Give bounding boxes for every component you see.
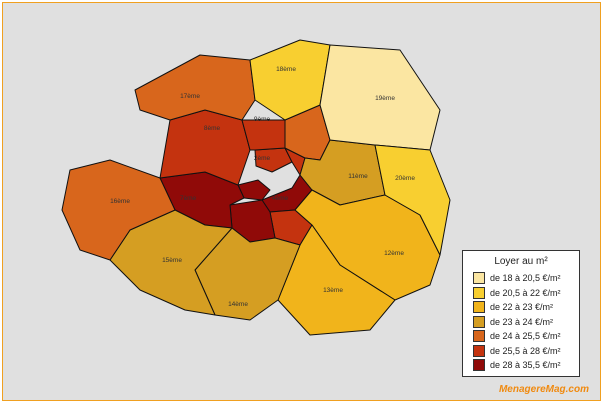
arrondissement-label: 16ème [110,198,130,205]
arrondissement-label: 13ème [323,287,343,294]
legend-title: Loyer au m² [494,256,548,267]
arrondissement-label: 17ème [180,93,200,100]
legend-swatch [473,272,485,285]
arrondissement-label: 11ème [348,173,368,180]
legend-label: de 28 à 35,5 €/m² [490,360,561,371]
legend-swatch [473,315,485,328]
legend-item: de 22 à 23 €/m² [463,300,579,315]
arrondissement-label: 14ème [228,301,248,308]
legend-swatch [473,359,485,372]
legend-item: de 25,5 à 28 €/m² [463,344,579,359]
arrondissement-label: 20ème [395,175,415,182]
legend-swatch [473,301,485,314]
legend-item: de 23 à 24 €/m² [463,315,579,330]
arrondissement-label: 9ème [254,116,271,123]
arrondissement-label: 4ème [272,195,289,202]
arrondissement-13 [277,224,396,336]
arrondissement-15 [109,209,233,316]
arrondissement-label: 18ème [276,66,296,73]
arrondissement-17 [134,54,256,121]
legend-swatch [473,286,485,299]
legend-item: de 28 à 35,5 €/m² [463,358,579,373]
arrondissement-label: 8ème [204,125,221,132]
legend-label: de 20,5 à 22 €/m² [490,287,561,298]
arrondissement-20 [374,144,451,256]
legend-label: de 25,5 à 28 €/m² [490,345,561,356]
legend-item: de 20,5 à 22 €/m² [463,286,579,301]
district-layer [61,39,451,336]
label-layer: 2ème 4ème 7ème 8ème 9ème 11ème 12ème 13ème 14ème… [110,66,415,308]
legend-items: de 18 à 20,5 €/m² de 20,5 à 22 €/m² de 22 … [463,271,579,373]
arrondissement-16 [61,159,176,261]
legend-label: de 23 à 24 €/m² [490,316,554,327]
legend-label: de 24 à 25,5 €/m² [490,331,561,342]
arrondissement-12 [294,189,441,301]
legend-swatch [473,330,485,343]
arrondissement-label: 19ème [375,95,395,102]
legend: Loyer au m² de 18 à 20,5 €/m² de 20,5 à 2… [462,250,580,377]
arrondissement-label: 7ème [180,195,197,202]
legend-item: de 18 à 20,5 €/m² [463,271,579,286]
legend-label: de 22 à 23 €/m² [490,302,554,313]
arrondissement-9 [241,119,286,151]
legend-swatch [473,344,485,357]
brand-logo: MenagereMag.com [498,384,589,395]
arrondissement-label: 15ème [162,257,182,264]
legend-label: de 18 à 20,5 €/m² [490,273,561,284]
arrondissement-label: 12ème [384,250,404,257]
legend-item: de 24 à 25,5 €/m² [463,329,579,344]
arrondissement-label: 2ème [254,155,271,162]
